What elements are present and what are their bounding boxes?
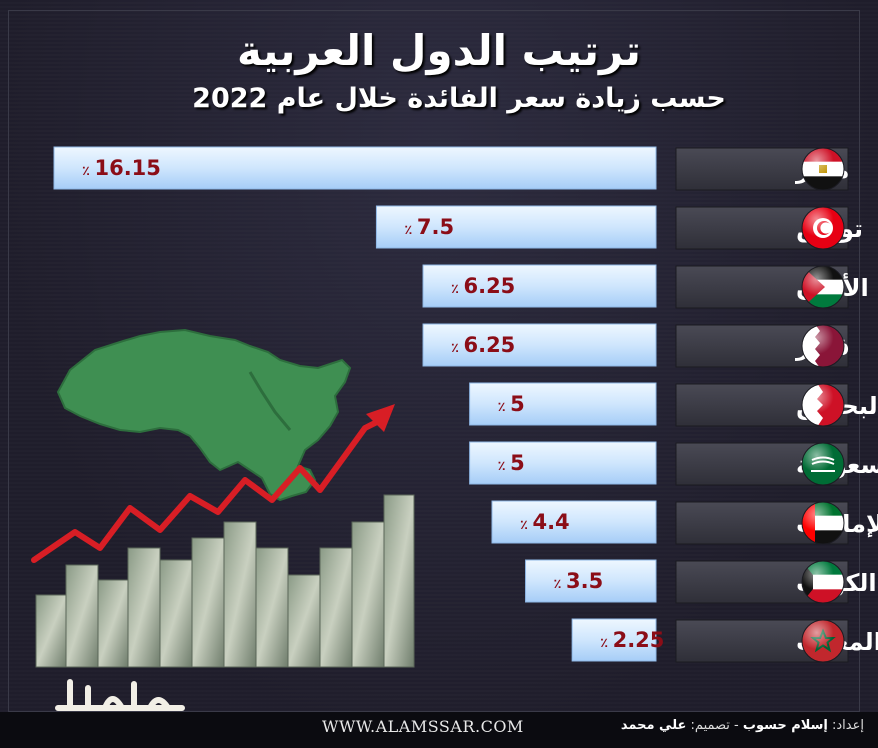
egypt-flag-icon [801, 147, 845, 191]
credits-prefix: إعداد: [832, 718, 864, 733]
tunisia-flag-icon [801, 206, 845, 250]
bar-2 [422, 264, 657, 308]
footer-bar [0, 712, 878, 748]
jordan-flag-icon [801, 265, 845, 309]
bar-1 [375, 205, 657, 249]
bahrain-flag-icon [801, 383, 845, 427]
bar-4 [469, 382, 657, 426]
trend-arrow [31, 415, 388, 563]
bar-7 [525, 559, 657, 603]
bar-0 [53, 146, 657, 190]
designer-name: علي محمد [620, 718, 687, 733]
bar-value-label: ٪ 5 [498, 451, 525, 475]
money-columns [35, 494, 415, 668]
author-name: إسلام حسوب [742, 718, 828, 733]
credits-separator: - [734, 718, 739, 733]
bar-3 [422, 323, 657, 367]
bar-6 [491, 500, 657, 544]
map-coastline [248, 371, 292, 431]
chart-title: ترتيب الدول العربية [237, 26, 641, 75]
chart-subtitle: حسب زيادة سعر الفائدة خلال عام 2022 [192, 83, 726, 114]
arab-world-map [56, 328, 352, 502]
morocco-flag-icon [801, 619, 845, 663]
chart-frame [8, 10, 860, 712]
website-link[interactable]: WWW.ALAMSSAR.COM [322, 717, 524, 736]
kuwait-flag-icon [801, 560, 845, 604]
qatar-flag-icon [801, 324, 845, 368]
design-prefix: تصميم: [690, 718, 730, 733]
uae-flag-icon [801, 501, 845, 545]
credits-line: إعداد: إسلام حسوب - تصميم: علي محمد [621, 718, 864, 733]
bar-value-label: ٪ 16.15 [82, 156, 161, 180]
bar-5 [469, 441, 657, 485]
saudi-flag-icon [801, 442, 845, 486]
trend-arrow-head [366, 404, 395, 432]
bar-8 [571, 618, 657, 662]
bar-value-label: ٪ 7.5 [404, 215, 454, 239]
